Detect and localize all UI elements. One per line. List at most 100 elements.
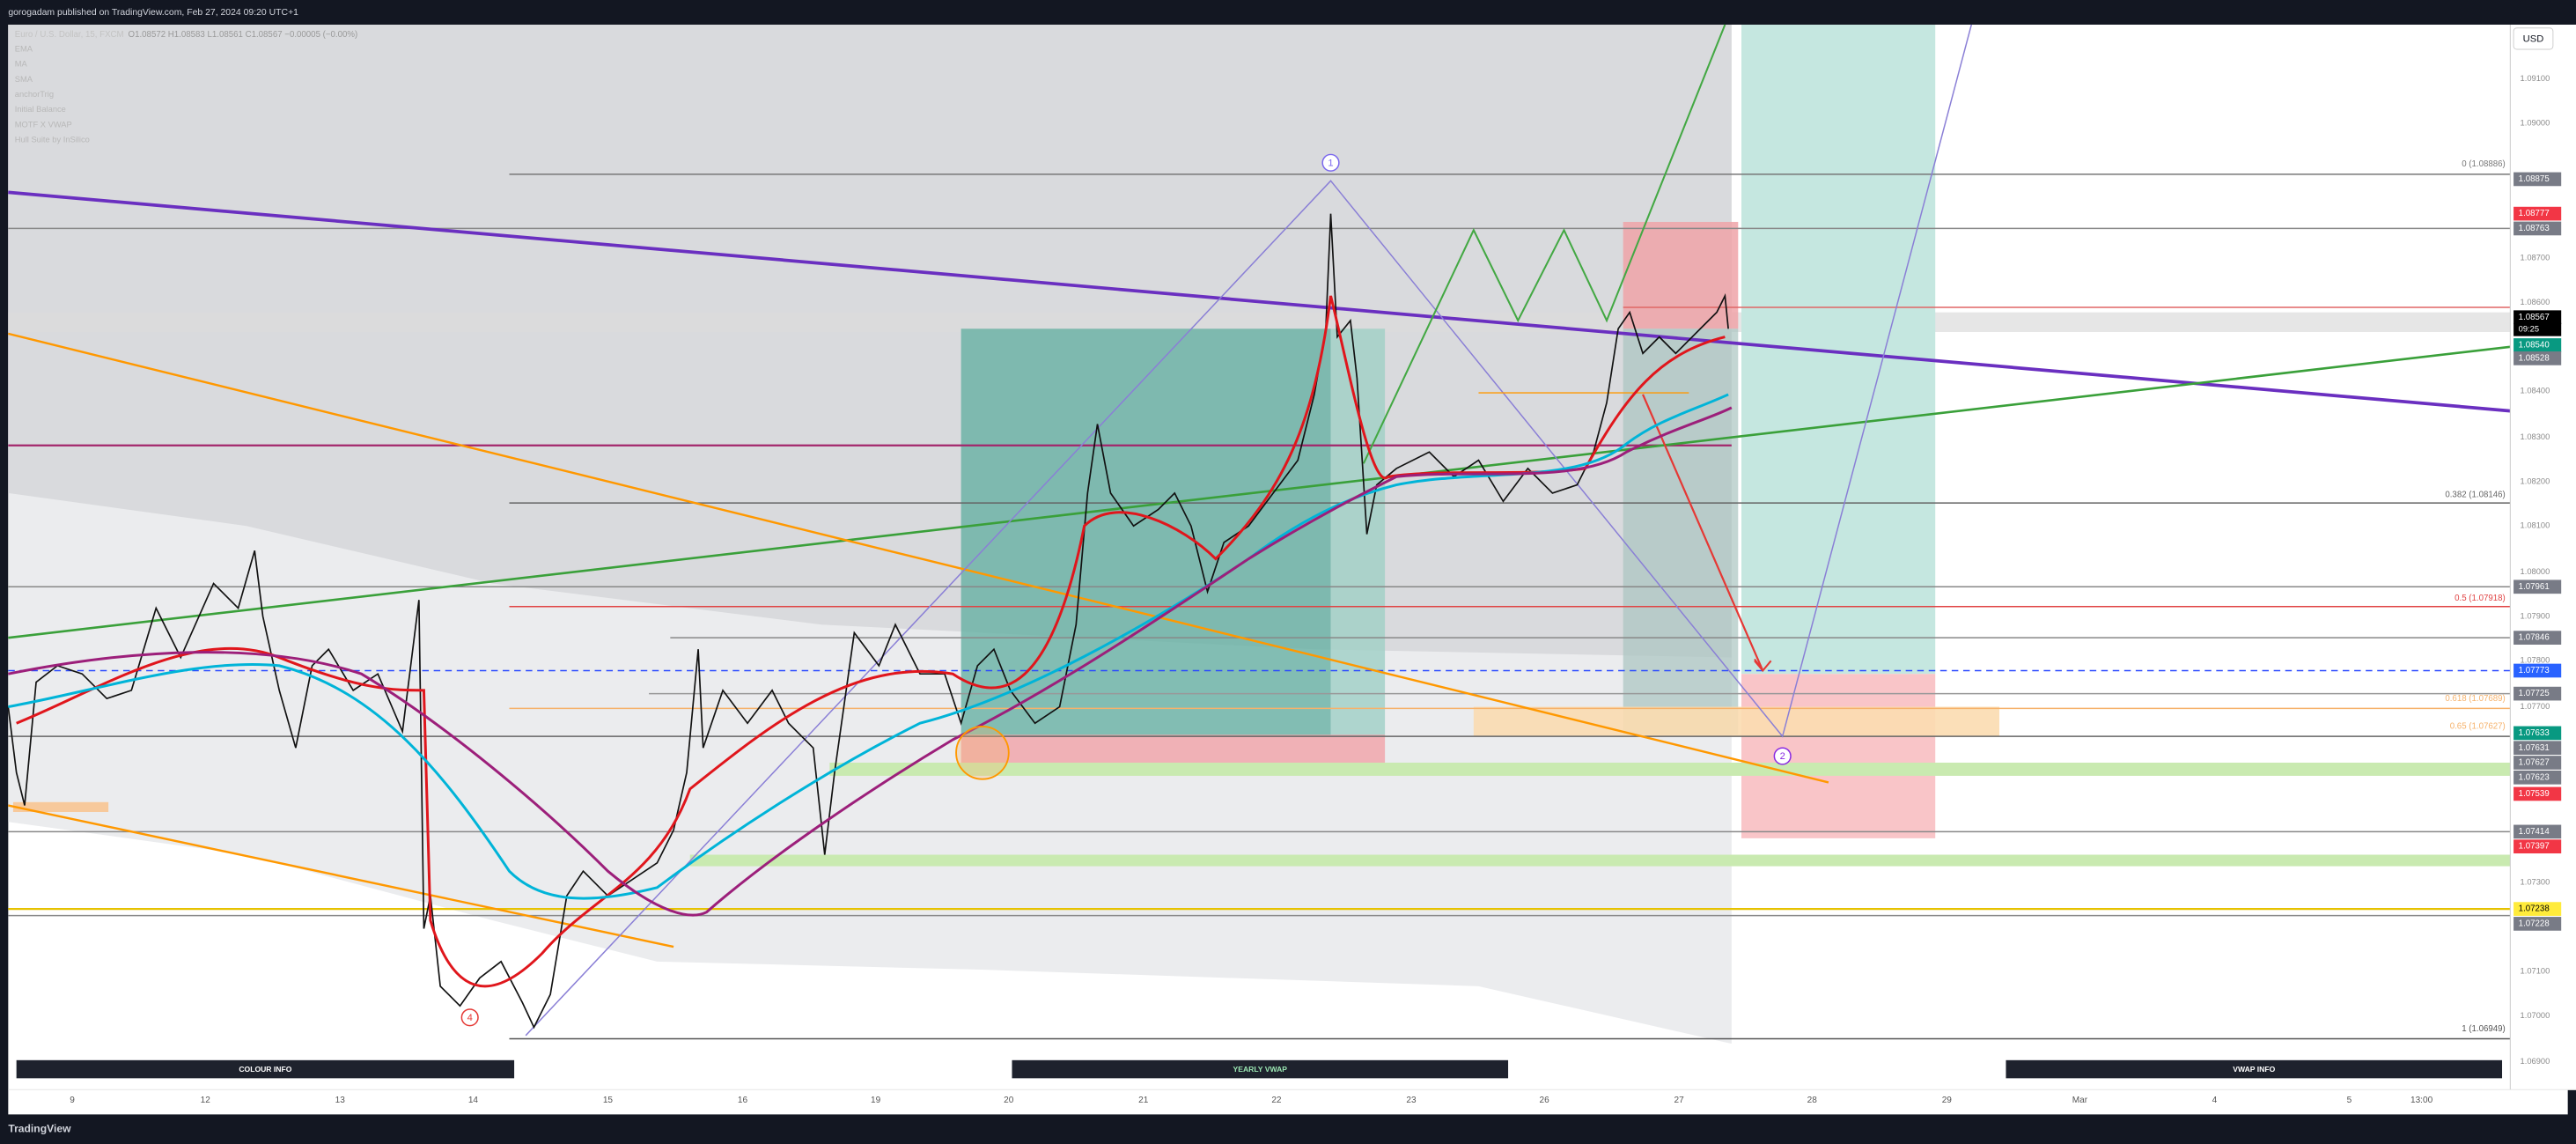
price-badge-label: 1.07961 <box>2519 582 2550 592</box>
price-badge-label: 1.07414 <box>2519 827 2550 837</box>
currency-label[interactable]: USD <box>2523 34 2544 45</box>
wave-marker <box>1321 153 1340 172</box>
wave-line <box>525 24 1973 1037</box>
zone <box>1473 706 2000 737</box>
price-tick: 1.08700 <box>2521 253 2550 262</box>
wave-marker <box>460 1008 479 1027</box>
info-panel-label[interactable]: COLOUR INFO <box>239 1065 291 1074</box>
price-badge-label: 1.08875 <box>2519 174 2550 184</box>
price-badge-label: 1.07725 <box>2519 689 2550 698</box>
price-badge <box>2513 663 2562 678</box>
price-badge <box>2513 579 2562 594</box>
price-tick: 1.08300 <box>2521 432 2550 441</box>
price-tick: 1.07300 <box>2521 878 2550 887</box>
price-badge-label: 1.07846 <box>2519 633 2550 643</box>
highlight-circle <box>955 726 1010 780</box>
price-tick: 1.08400 <box>2521 387 2550 395</box>
time-tick: 26 <box>1540 1096 1550 1105</box>
price-tick: 1.07700 <box>2521 702 2550 711</box>
price-badge <box>2513 839 2562 854</box>
price-tick: 1.09100 <box>2521 74 2550 83</box>
indicator-name: Hull Suite by InSilico <box>15 135 90 144</box>
price-badge <box>2513 310 2562 325</box>
price-tick: 1.07800 <box>2521 656 2550 665</box>
price-tick: 1.07100 <box>2521 966 2550 975</box>
time-tick: 20 <box>1004 1096 1014 1105</box>
indicator-name: MOTF X VWAP <box>15 120 72 129</box>
price-badge-label: 1.08540 <box>2519 341 2550 351</box>
time-tick: 12 <box>201 1096 211 1105</box>
price-badge-label: 1.07539 <box>2519 789 2550 799</box>
fib-label: 0.65 (1.07627) <box>2450 722 2506 732</box>
zone <box>829 763 2511 776</box>
info-panel[interactable] <box>1012 1059 1509 1079</box>
wave-marker <box>1773 747 1792 765</box>
info-panel-label[interactable]: YEARLY VWAP <box>1233 1065 1288 1074</box>
footer-logo[interactable]: TradingView <box>8 1122 71 1134</box>
price-badge <box>2513 631 2562 645</box>
time-tick: 19 <box>871 1096 881 1105</box>
legend-ohlc: O1.08572 H1.08583 L1.08561 C1.08567 −0.0… <box>129 30 358 40</box>
info-panel[interactable] <box>2006 1059 2503 1079</box>
info-panel-label[interactable]: VWAP INFO <box>2233 1065 2275 1074</box>
price-badge <box>2513 221 2562 236</box>
price-badge-label: 1.07397 <box>2519 842 2550 852</box>
indicator-name: SMA <box>15 75 33 84</box>
wave-marker-label: 4 <box>467 1013 473 1023</box>
time-tick: 14 <box>468 1096 479 1105</box>
price-badge-label: 1.07773 <box>2519 666 2550 675</box>
publisher: gorogadam published on TradingView.com, … <box>8 8 298 18</box>
projection-line <box>1362 24 1726 464</box>
time-tick: 21 <box>1138 1096 1149 1105</box>
price-badge-label: 1.07238 <box>2519 904 2550 914</box>
price-badge <box>2513 902 2562 916</box>
price-tick: 1.07900 <box>2521 611 2550 620</box>
zone <box>689 854 2511 867</box>
trend-line <box>8 332 1829 784</box>
price-badge-label: 1.07631 <box>2519 743 2550 753</box>
price-tick: 1.08100 <box>2521 521 2550 530</box>
legend-symbol: Euro / U.S. Dollar, 15, FXCM <box>15 30 124 40</box>
price-badge <box>2513 741 2562 756</box>
price-badge <box>2513 756 2562 770</box>
position-box <box>960 328 1331 737</box>
price-badge-label: 1.07228 <box>2519 919 2550 928</box>
stop-box <box>1741 674 1936 838</box>
price-badge-label: 1.08528 <box>2519 353 2550 363</box>
price-badge <box>2513 686 2562 701</box>
wave-marker-label: 1 <box>1328 158 1333 168</box>
price-tick: 1.06900 <box>2521 1057 2550 1066</box>
fib-label: 0.5 (1.07918) <box>2455 594 2506 603</box>
time-tick: 5 <box>2347 1096 2352 1105</box>
price-badge <box>2513 917 2562 931</box>
countdown-badge <box>2513 322 2562 336</box>
indicator-name: MA <box>15 60 28 69</box>
target-box <box>1741 24 1936 675</box>
currency-button[interactable] <box>2513 27 2554 50</box>
time-tick: 15 <box>603 1096 614 1105</box>
time-tick: 16 <box>738 1096 748 1105</box>
price-tick: 1.08200 <box>2521 476 2550 485</box>
price-tick: 1.08600 <box>2521 298 2550 306</box>
wave-marker-label: 2 <box>1780 751 1785 762</box>
price-badge-label: 1.08777 <box>2519 209 2550 218</box>
position-box <box>1623 328 1739 735</box>
indicator-name: anchorTrig <box>15 90 54 99</box>
info-panel[interactable] <box>16 1059 515 1079</box>
price-badge-label: 1.08763 <box>2519 224 2550 233</box>
price-badge-label: 1.07633 <box>2519 728 2550 738</box>
trend-line <box>8 345 2511 639</box>
price-badge-label: 1.07627 <box>2519 758 2550 768</box>
price-badge-label: 1.08567 <box>2519 313 2550 322</box>
price-badge <box>2513 351 2562 365</box>
price-badge <box>2513 338 2562 352</box>
time-tick: 13 <box>335 1096 346 1105</box>
price-badge <box>2513 726 2562 741</box>
price-badge <box>2513 770 2562 785</box>
time-tick: 27 <box>1674 1096 1685 1105</box>
price-tick: 1.09000 <box>2521 118 2550 127</box>
countdown: 09:25 <box>2519 325 2539 334</box>
time-tick: 23 <box>1406 1096 1417 1105</box>
